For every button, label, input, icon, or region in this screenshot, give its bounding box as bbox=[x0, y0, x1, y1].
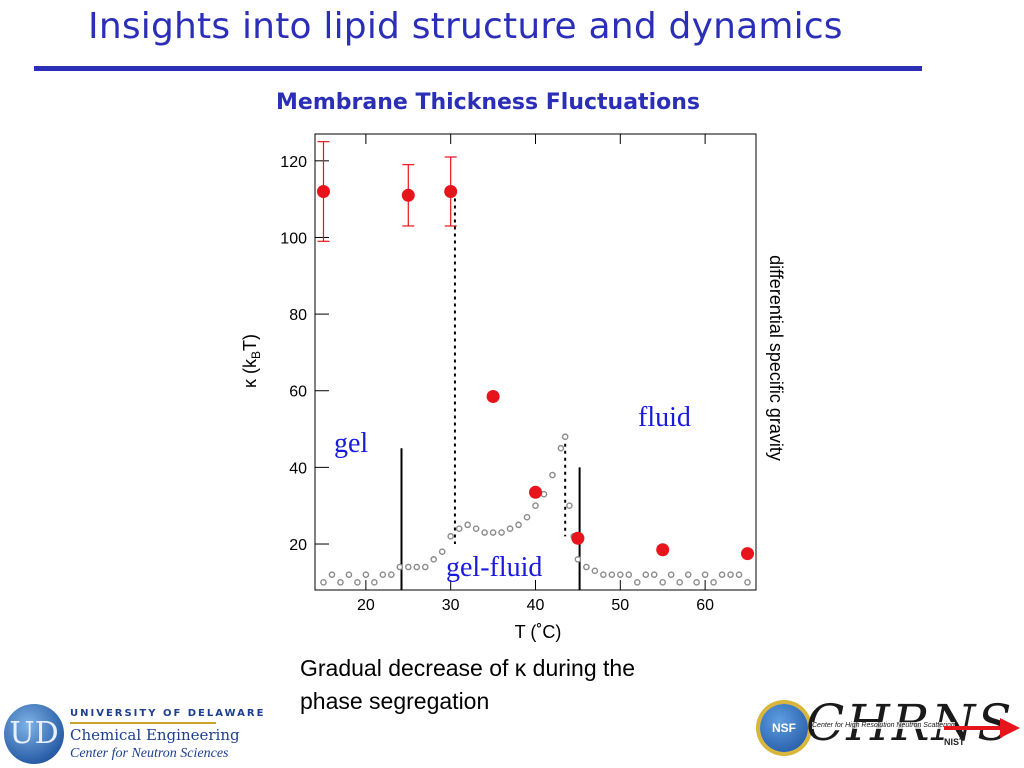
specific-gravity-point bbox=[574, 556, 582, 563]
kappa-point bbox=[571, 531, 585, 545]
specific-gravity-point bbox=[404, 563, 412, 571]
specific-gravity-point bbox=[561, 433, 569, 441]
x-tick-label: 60 bbox=[696, 597, 714, 614]
specific-gravity-point bbox=[489, 529, 497, 536]
specific-gravity-point bbox=[735, 571, 743, 578]
specific-gravity-point bbox=[633, 579, 641, 586]
specific-gravity-point bbox=[617, 571, 624, 578]
kappa-point bbox=[529, 485, 542, 499]
y-tick-label: 40 bbox=[289, 460, 307, 477]
kappa-temperature-chart: Membrane Thickness Fluctuations 20 30 40 50… bbox=[240, 90, 786, 642]
university-seal-logo: UD bbox=[4, 704, 64, 764]
nsf-logo: NSF bbox=[760, 704, 808, 752]
specific-gravity-point bbox=[676, 579, 683, 586]
specific-gravity-point bbox=[320, 579, 327, 586]
specific-gravity-point bbox=[667, 571, 675, 578]
chrns-subtitle: Center for High Resolution Neutron Scatt… bbox=[812, 722, 955, 729]
kappa-point bbox=[656, 543, 670, 557]
y-tick-label: 120 bbox=[280, 154, 307, 171]
x-tick-label: 20 bbox=[357, 597, 375, 614]
department-name: Chemical Engineering bbox=[70, 726, 240, 744]
x-tick-label: 50 bbox=[611, 597, 629, 614]
specific-gravity-point bbox=[549, 471, 556, 479]
specific-gravity-point bbox=[523, 513, 531, 521]
specific-gravity-point bbox=[659, 579, 667, 586]
specific-gravity-point bbox=[362, 571, 370, 578]
caption-line-2: phase segregation bbox=[300, 688, 490, 714]
specific-gravity-point bbox=[481, 529, 488, 536]
kappa-point bbox=[401, 188, 415, 202]
center-name: Center for Neutron Sciences bbox=[70, 746, 229, 761]
kappa-point bbox=[316, 184, 330, 198]
title-divider bbox=[34, 66, 922, 71]
specific-gravity-point bbox=[345, 571, 353, 578]
annotation-gel-fluid: gel-fluid bbox=[446, 552, 542, 583]
specific-gravity-point bbox=[718, 571, 726, 578]
specific-gravity-point bbox=[608, 571, 616, 578]
specific-gravity-point bbox=[506, 525, 514, 532]
specific-gravity-point bbox=[591, 567, 599, 575]
specific-gravity-point bbox=[583, 563, 590, 571]
annotation-gel: gel bbox=[334, 428, 368, 459]
y-axis-label: κ (kBT) bbox=[240, 334, 263, 388]
specific-gravity-point bbox=[498, 529, 505, 536]
specific-gravity-point bbox=[421, 563, 429, 571]
specific-gravity-series bbox=[320, 433, 751, 586]
specific-gravity-point bbox=[371, 579, 378, 586]
x-tick-label: 30 bbox=[442, 597, 460, 614]
specific-gravity-point bbox=[388, 571, 395, 578]
kappa-point bbox=[486, 389, 500, 403]
specific-gravity-point bbox=[328, 571, 336, 578]
specific-gravity-point bbox=[464, 521, 471, 529]
specific-gravity-point bbox=[379, 571, 387, 578]
specific-gravity-point bbox=[396, 563, 404, 571]
specific-gravity-point bbox=[455, 525, 463, 532]
axis-tick-labels: 20 30 40 50 60 20 40 60 80 100 120 bbox=[280, 154, 714, 614]
kappa-point bbox=[741, 547, 755, 561]
annotation-fluid: fluid bbox=[638, 402, 691, 433]
specific-gravity-point bbox=[438, 548, 446, 555]
arrow-icon bbox=[944, 718, 1020, 738]
y-tick-label: 80 bbox=[289, 307, 307, 324]
specific-gravity-point bbox=[515, 521, 522, 529]
specific-gravity-point bbox=[642, 571, 650, 578]
specific-gravity-point bbox=[354, 579, 361, 586]
right-axis-label: differential specific gravity bbox=[766, 255, 786, 461]
kappa-series bbox=[316, 141, 755, 561]
y-tick-label: 100 bbox=[280, 230, 307, 247]
specific-gravity-point bbox=[625, 571, 633, 578]
specific-gravity-point bbox=[650, 571, 658, 578]
specific-gravity-point bbox=[337, 579, 344, 586]
specific-gravity-point bbox=[744, 579, 751, 586]
axis-ticks bbox=[315, 134, 706, 590]
specific-gravity-point bbox=[430, 556, 438, 563]
specific-gravity-point bbox=[557, 444, 565, 452]
plot-frame bbox=[314, 133, 757, 591]
specific-gravity-point bbox=[701, 571, 709, 578]
specific-gravity-point bbox=[727, 571, 734, 578]
specific-gravity-point bbox=[413, 563, 421, 571]
nist-logo: NIST bbox=[944, 737, 965, 747]
x-axis-label: T (˚C) bbox=[515, 622, 562, 642]
slide-caption: Gradual decrease of κ during the phase s… bbox=[300, 652, 740, 718]
specific-gravity-point bbox=[600, 571, 607, 578]
y-tick-label: 20 bbox=[289, 537, 307, 554]
specific-gravity-point bbox=[693, 579, 700, 586]
specific-gravity-point bbox=[684, 571, 692, 578]
logo-divider bbox=[70, 722, 216, 724]
specific-gravity-point bbox=[472, 525, 480, 532]
specific-gravity-point bbox=[532, 502, 539, 509]
chart-title: Membrane Thickness Fluctuations bbox=[276, 90, 700, 115]
university-name: UNIVERSITY OF DELAWARE bbox=[70, 708, 266, 719]
y-tick-label: 60 bbox=[289, 384, 307, 401]
specific-gravity-point bbox=[447, 533, 454, 540]
slide-title: Insights into lipid structure and dynami… bbox=[88, 6, 843, 47]
kappa-point bbox=[444, 184, 458, 198]
specific-gravity-point bbox=[566, 502, 573, 509]
caption-line-1: Gradual decrease of κ during the bbox=[300, 655, 635, 681]
x-tick-label: 40 bbox=[527, 597, 545, 614]
specific-gravity-point bbox=[710, 579, 717, 586]
specific-gravity-point bbox=[540, 490, 548, 498]
